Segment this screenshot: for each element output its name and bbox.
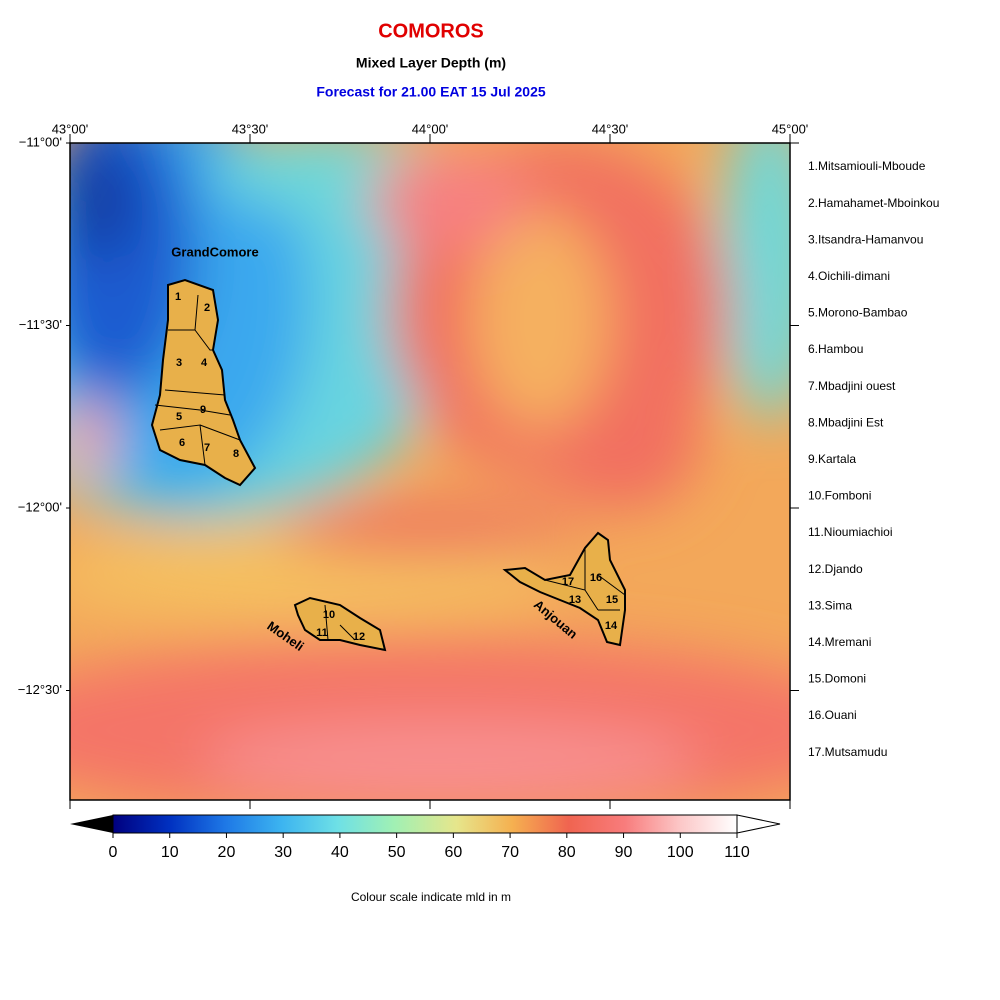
colorbar-tick-label: 30 <box>274 844 292 861</box>
lon-tick-label: 45°00' <box>772 121 809 136</box>
lon-tick-label: 43°30' <box>232 121 269 136</box>
colorbar-tick-label: 100 <box>667 844 694 861</box>
lat-tick-label: −11°00' <box>19 134 62 149</box>
district-number: 6 <box>179 437 185 449</box>
island-label: GrandComore <box>171 244 258 259</box>
district-number: 4 <box>201 357 208 369</box>
title: COMOROS <box>378 20 484 42</box>
district-legend-entry: 7.Mbadjini ouest <box>808 379 896 393</box>
anjouan-outline <box>502 531 626 647</box>
colorbar-tick-label: 90 <box>615 844 633 861</box>
district-borders <box>154 294 626 641</box>
colorbar-tick-label: 70 <box>501 844 519 861</box>
colorbar-tick-label: 20 <box>218 844 236 861</box>
district-number: 10 <box>323 609 335 621</box>
colorbar-tick-label: 60 <box>444 844 462 861</box>
colorbar-high-arrow <box>736 814 781 834</box>
colorbar-tick-label: 40 <box>331 844 349 861</box>
district-number: 1 <box>175 291 181 303</box>
district-legend-entry: 5.Morono-Bambao <box>808 306 908 320</box>
mld-field <box>70 143 790 800</box>
lon-tick-label: 44°00' <box>412 121 449 136</box>
district-legend-entry: 9.Kartala <box>808 452 856 466</box>
moheli-outline <box>293 596 387 652</box>
district-number: 5 <box>176 411 182 423</box>
district-legend-entry: 3.Itsandra-Hamanvou <box>808 232 923 246</box>
district-legend-entry: 6.Hambou <box>808 342 863 356</box>
lon-tick-label: 44°30' <box>592 121 629 136</box>
district-legend-entry: 4.Oichili-dimani <box>808 269 890 283</box>
district-number: 8 <box>233 448 239 460</box>
district-number: 14 <box>605 620 618 632</box>
colorbar-tick-label: 80 <box>558 844 576 861</box>
colorbar-tick-label: 110 <box>724 844 750 861</box>
grand-comore-outline <box>150 278 257 487</box>
forecast: Forecast for 21.00 EAT 15 Jul 2025 <box>316 84 546 100</box>
lat-tick-label: −11°30' <box>19 317 62 332</box>
district-legend-entry: 8.Mbadjini Est <box>808 415 884 429</box>
lon-tick-label: 43°00' <box>52 121 89 136</box>
district-number: 17 <box>562 576 574 588</box>
district-number: 13 <box>569 594 581 606</box>
lat-tick-label: −12°30' <box>18 682 62 697</box>
district-legend-entry: 2.Hamahamet-Mboinkou <box>808 196 939 210</box>
district-legend-entry: 15.Domoni <box>808 672 866 686</box>
district-legend-entry: 10.Fomboni <box>808 489 871 503</box>
district-legend-entry: 11.Nioumiachioi <box>808 525 893 539</box>
district-number: 7 <box>204 442 210 454</box>
district-number: 12 <box>353 631 365 643</box>
colorbar-tick-label: 0 <box>109 844 118 861</box>
colorbar-frame <box>112 814 738 834</box>
district-legend-entry: 16.Ouani <box>808 708 857 722</box>
subtitle: Mixed Layer Depth (m) <box>356 55 506 71</box>
district-legend-entry: 17.Mutsamudu <box>808 745 887 759</box>
district-legend-entry: 12.Djando <box>808 562 863 576</box>
district-legend-entry: 14.Mremani <box>808 635 871 649</box>
lat-tick-label: −12°00' <box>18 499 62 514</box>
district-number: 9 <box>200 404 206 416</box>
district-legend-entry: 13.Sima <box>808 598 852 612</box>
district-number: 11 <box>316 627 328 639</box>
colorbar-tick-label: 10 <box>161 844 179 861</box>
colorbar-tick-label: 50 <box>388 844 406 861</box>
colorbar <box>113 815 737 833</box>
district-number: 3 <box>176 357 182 369</box>
colorbar-label: Colour scale indicate mld in m <box>351 890 511 904</box>
colorbar-low-arrow <box>70 815 113 833</box>
islands <box>150 278 626 652</box>
district-number: 2 <box>204 302 210 314</box>
district-legend-entry: 1.Mitsamiouli-Mboude <box>808 159 926 173</box>
district-number: 15 <box>606 594 618 606</box>
district-number: 16 <box>590 572 602 584</box>
